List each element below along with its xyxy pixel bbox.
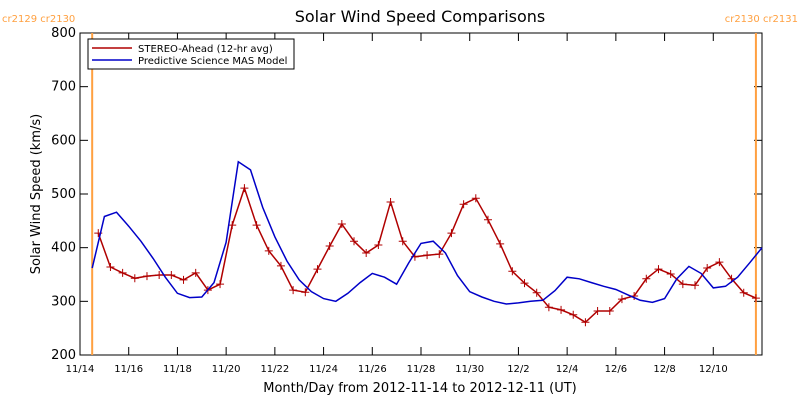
y-tick-label: 500 bbox=[51, 187, 76, 202]
point-marker bbox=[313, 265, 322, 274]
point-marker bbox=[532, 288, 541, 297]
x-axis-label: Month/Day from 2012-11-14 to 2012-12-11 … bbox=[263, 381, 576, 396]
point-marker bbox=[325, 242, 334, 251]
y-tick-label: 400 bbox=[51, 241, 76, 256]
x-tick-label: 11/30 bbox=[455, 364, 484, 375]
point-marker bbox=[581, 318, 590, 327]
point-marker bbox=[751, 294, 760, 303]
x-tick-label: 11/20 bbox=[212, 364, 241, 375]
y-axis-label: Solar Wind Speed (km/s) bbox=[29, 114, 44, 274]
x-tick-label: 11/24 bbox=[309, 364, 338, 375]
point-marker bbox=[289, 286, 298, 295]
point-marker bbox=[544, 303, 553, 312]
point-marker bbox=[605, 306, 614, 315]
point-marker bbox=[678, 280, 687, 289]
x-tick-label: 11/28 bbox=[407, 364, 436, 375]
x-tick-label: 12/6 bbox=[605, 364, 627, 375]
x-tick-label: 11/14 bbox=[66, 364, 95, 375]
x-tick-label: 12/4 bbox=[556, 364, 578, 375]
point-marker bbox=[252, 221, 261, 230]
boundary-label: cr2130 cr2131 bbox=[725, 14, 798, 25]
point-marker bbox=[459, 200, 468, 209]
y-tick-label: 300 bbox=[51, 294, 76, 309]
point-marker bbox=[435, 250, 444, 259]
point-marker bbox=[654, 265, 663, 274]
point-marker bbox=[142, 272, 151, 281]
point-marker bbox=[398, 237, 407, 246]
y-tick-label: 800 bbox=[51, 26, 76, 41]
point-marker bbox=[447, 229, 456, 238]
point-marker bbox=[167, 271, 176, 280]
point-marker bbox=[216, 280, 225, 289]
point-marker bbox=[386, 198, 395, 207]
legend-box bbox=[87, 38, 295, 70]
point-marker bbox=[276, 261, 285, 270]
point-marker bbox=[337, 220, 346, 229]
point-marker bbox=[557, 305, 566, 314]
point-marker bbox=[301, 288, 310, 297]
x-tick-label: 11/16 bbox=[114, 364, 143, 375]
point-marker bbox=[483, 215, 492, 224]
point-marker bbox=[106, 262, 115, 271]
y-tick-label: 200 bbox=[51, 348, 76, 363]
point-marker bbox=[691, 281, 700, 290]
point-marker bbox=[374, 240, 383, 249]
point-marker bbox=[666, 269, 675, 278]
series-line bbox=[91, 160, 763, 305]
point-marker bbox=[155, 271, 164, 280]
point-marker bbox=[739, 288, 748, 297]
x-tick-label: 11/26 bbox=[358, 364, 387, 375]
point-marker bbox=[703, 264, 712, 273]
chart-title: Solar Wind Speed Comparisons bbox=[295, 7, 546, 26]
x-tick-label: 12/8 bbox=[653, 364, 675, 375]
y-tick-label: 600 bbox=[51, 133, 76, 148]
point-marker bbox=[508, 267, 517, 276]
point-marker bbox=[130, 274, 139, 283]
point-marker bbox=[179, 275, 188, 284]
point-marker bbox=[264, 246, 273, 255]
point-marker bbox=[118, 268, 127, 277]
point-marker bbox=[715, 258, 724, 267]
point-marker bbox=[496, 239, 505, 248]
point-marker bbox=[593, 306, 602, 315]
x-tick-label: 11/18 bbox=[163, 364, 192, 375]
x-tick-label: 12/2 bbox=[507, 364, 529, 375]
legend-label: STEREO-Ahead (12-hr avg) bbox=[138, 44, 273, 55]
point-marker bbox=[642, 274, 651, 283]
x-tick-label: 11/22 bbox=[260, 364, 289, 375]
point-marker bbox=[362, 249, 371, 258]
y-tick-label: 700 bbox=[51, 80, 76, 95]
point-marker bbox=[350, 237, 359, 246]
x-tick-label: 12/10 bbox=[699, 364, 728, 375]
point-marker bbox=[191, 268, 200, 277]
point-marker bbox=[617, 295, 626, 304]
point-marker bbox=[520, 279, 529, 288]
point-marker bbox=[228, 221, 237, 230]
legend-label: Predictive Science MAS Model bbox=[138, 56, 287, 67]
point-marker bbox=[569, 310, 578, 319]
point-marker bbox=[471, 194, 480, 203]
boundary-label: cr2129 cr2130 bbox=[2, 14, 75, 25]
point-marker bbox=[240, 184, 249, 193]
point-marker bbox=[423, 251, 432, 260]
